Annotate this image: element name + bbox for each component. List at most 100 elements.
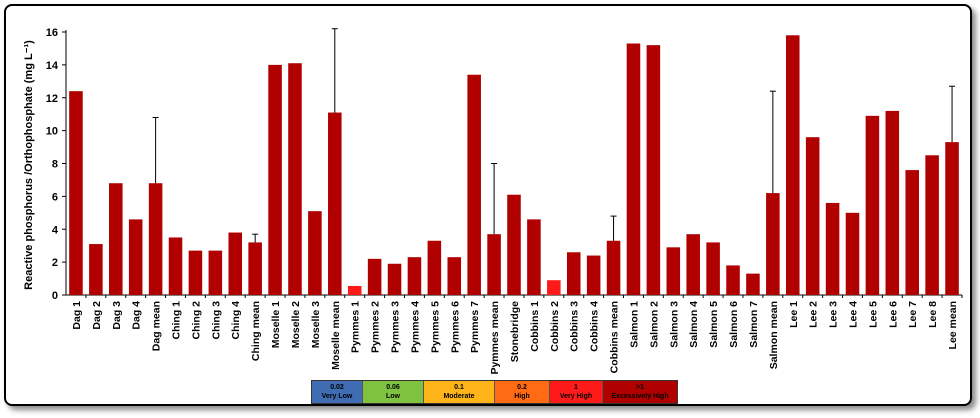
x-tick-label: Dag mean — [151, 301, 163, 351]
x-tick-label: Stonebridge — [509, 301, 521, 362]
x-tick-label: Pymmes 3 — [390, 301, 402, 353]
y-axis: 0 2 4 6 8 10 12 14 16 — [46, 27, 962, 302]
error-bars — [152, 28, 956, 243]
bar — [188, 250, 203, 295]
x-tick-label: Cobbins 1 — [529, 301, 541, 352]
bar — [69, 91, 83, 295]
legend-value: 0.2 — [517, 384, 527, 391]
bar — [626, 43, 641, 295]
x-tick-label: Lee 4 — [847, 301, 859, 328]
bar — [467, 74, 481, 295]
x-tick-label: Cobbins 4 — [589, 301, 601, 352]
y-tick-label: 10 — [46, 126, 58, 138]
bar — [566, 252, 581, 295]
x-tick-label: Salmon 7 — [748, 301, 760, 348]
y-tick-label: 0 — [52, 290, 58, 302]
x-tick-label: Ching 4 — [230, 301, 242, 340]
bar — [746, 273, 760, 295]
x-tick-label: Pymmes 7 — [469, 301, 481, 353]
legend-label: Excessively High — [611, 393, 669, 400]
x-tick-label: Lee mean — [947, 301, 959, 349]
bar — [686, 234, 700, 295]
legend-label: High — [514, 393, 530, 400]
bar — [885, 110, 900, 296]
legend-label: Very Low — [321, 393, 353, 400]
legend-item: 0.02 Very Low — [312, 381, 363, 403]
x-tick-label: Lee 1 — [788, 301, 800, 328]
x-tick-label: Salmon 3 — [668, 301, 680, 348]
legend-item: 0.2 High — [495, 381, 550, 403]
x-tick-label: Dag 3 — [111, 301, 123, 330]
bar — [328, 112, 342, 295]
bar — [766, 193, 780, 295]
x-tick-label: Lee 8 — [927, 301, 939, 328]
legend-value: 0.06 — [386, 384, 400, 391]
legend-value: 0.02 — [330, 384, 344, 391]
legend-item: 0.1 Moderate — [424, 381, 495, 403]
x-tick-label: Dag 4 — [131, 301, 143, 330]
legend: 0.02 Very Low 0.06 Low 0.1 Moderate 0.2 High 1 Ve… — [311, 380, 678, 404]
bar — [487, 234, 501, 295]
x-tick-label: Lee 2 — [808, 301, 820, 328]
legend-value: 0.1 — [454, 384, 464, 391]
x-tick-label: Lee 6 — [887, 301, 899, 328]
x-tick-label: Moselle 1 — [270, 301, 282, 348]
x-tick-label: Pymmes 2 — [370, 301, 382, 353]
bar — [288, 63, 302, 296]
x-tick-label: Salmon 6 — [728, 301, 740, 348]
bar — [128, 219, 143, 295]
bar — [387, 263, 402, 295]
y-tick-label: 4 — [52, 224, 59, 236]
bar — [367, 258, 382, 295]
y-axis-label: Reactive phosphorus /Orthophosphate (mg … — [23, 40, 35, 290]
y-tick-label: 8 — [52, 159, 58, 171]
x-tick-label: Pymmes 1 — [350, 301, 362, 353]
legend-label: Low — [386, 393, 400, 400]
bar — [945, 142, 959, 295]
y-tick-label: 14 — [46, 60, 59, 72]
x-tick-label: Ching 1 — [171, 301, 183, 340]
bar — [308, 211, 322, 295]
bar — [248, 242, 262, 295]
y-tick-label: 12 — [46, 93, 58, 105]
x-tick-label: Pymmes 4 — [409, 301, 421, 353]
bar — [228, 232, 243, 295]
bar — [646, 45, 661, 296]
x-tick-label: Ching 2 — [190, 301, 202, 340]
legend-label: Moderate — [443, 393, 475, 400]
bar — [726, 265, 740, 295]
bar — [666, 247, 681, 295]
bar — [845, 212, 860, 295]
x-tick-label: Ching mean — [250, 301, 262, 361]
bar — [447, 257, 462, 295]
x-tick-label: Salmon 5 — [708, 301, 720, 348]
x-tick-label: Dag 1 — [71, 301, 83, 330]
x-tick-label: Salmon mean — [768, 301, 780, 369]
x-tick-label: Cobbins 3 — [569, 301, 581, 352]
bars — [69, 35, 959, 296]
legend-value: 1 — [574, 384, 578, 391]
x-tick-label: Pymmes 6 — [449, 301, 461, 353]
bar — [706, 242, 720, 295]
bar — [905, 170, 919, 295]
y-tick-label: 16 — [46, 27, 58, 39]
bar — [208, 250, 223, 295]
x-tick-label: Salmon 2 — [648, 301, 660, 348]
bar — [427, 240, 442, 295]
x-tick-label: Cobbins 2 — [549, 301, 561, 352]
x-tick-label: Dag 2 — [91, 301, 103, 330]
x-tick-label: Lee 3 — [828, 301, 840, 328]
bar — [89, 244, 103, 295]
bar — [148, 183, 163, 295]
legend-item: >1 Excessively High — [603, 381, 677, 403]
x-tick-label: Salmon 4 — [688, 301, 700, 348]
bar — [785, 35, 800, 295]
x-tick-label: Moselle 2 — [290, 301, 302, 348]
bar — [268, 64, 282, 295]
x-tick-label: Pymmes mean — [489, 301, 501, 375]
x-tick-label: Moselle mean — [330, 301, 342, 370]
legend-label: Very High — [559, 393, 593, 400]
x-tick-label: Cobbins mean — [609, 301, 621, 373]
bar — [925, 155, 939, 295]
